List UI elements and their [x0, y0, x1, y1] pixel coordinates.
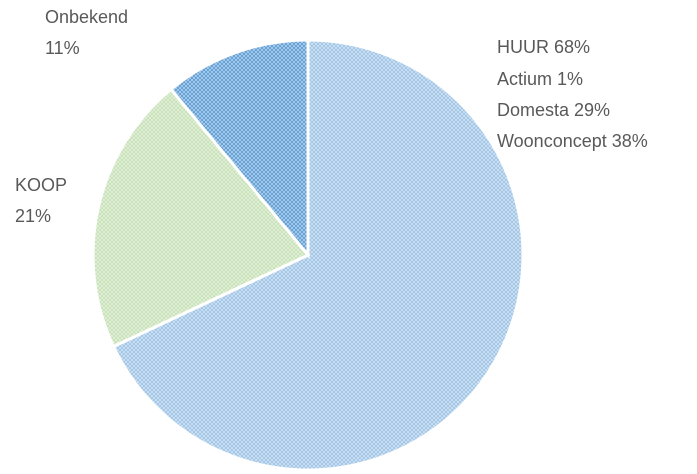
- breakdown-label: Woonconcept 38%: [497, 131, 648, 151]
- breakdown-label: Actium 1%: [497, 69, 583, 89]
- value-label: 11%: [45, 38, 80, 58]
- pie-slice: [111, 38, 525, 472]
- breakdown-value: 38%: [612, 131, 648, 151]
- category-label: KOOP: [15, 175, 67, 195]
- breakdown-value: 1%: [557, 69, 583, 89]
- pie-slice: [91, 87, 311, 349]
- category-label: Onbekend: [45, 7, 128, 27]
- breakdown-name: Domesta: [497, 100, 570, 120]
- breakdown-label: Domesta 29%: [497, 100, 610, 120]
- category-label: HUUR: [497, 37, 549, 57]
- slice-label: Onbekend 11%: [45, 7, 128, 58]
- slice-label: KOOP 21%: [15, 175, 67, 226]
- value-label: 68%: [554, 37, 590, 57]
- pie-slice: [168, 38, 310, 260]
- breakdown-name: Actium: [497, 69, 552, 89]
- breakdown-name: Woonconcept: [497, 131, 607, 151]
- value-label: 21%: [15, 206, 51, 226]
- breakdown-value: 29%: [574, 100, 610, 120]
- slice-label: HUUR 68%: [497, 37, 590, 57]
